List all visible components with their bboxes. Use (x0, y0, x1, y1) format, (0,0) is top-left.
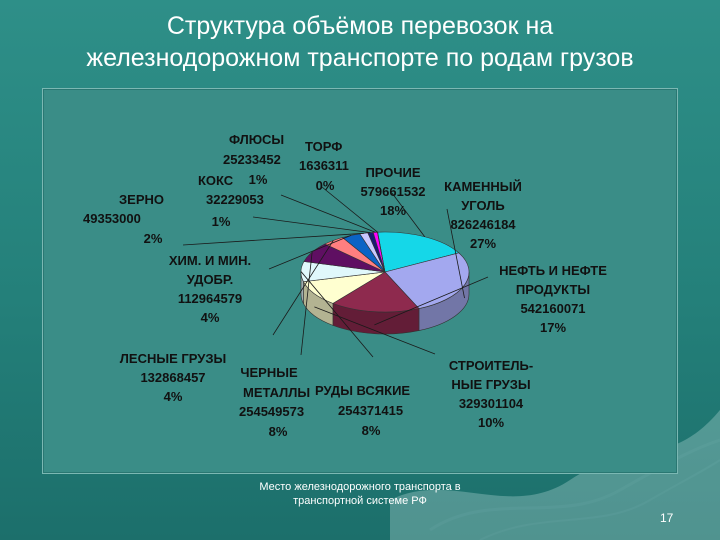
leader-line-4 (314, 306, 436, 355)
data-label-2: КАМЕННЫЙ УГОЛЬ 826246184 27% (444, 179, 522, 251)
pie-sides (300, 271, 470, 335)
leader-line-7 (272, 240, 334, 336)
data-label-line: ПРОДУКТЫ (516, 282, 590, 297)
leader-line-6 (300, 252, 313, 356)
data-label-line: 18% (380, 203, 406, 218)
leader-line-1 (391, 192, 426, 237)
data-label-line: 17% (540, 320, 566, 335)
footer-note: Место железнодорожного транспорта в тран… (259, 481, 461, 507)
data-label-10: КОКС 32229053 1% (198, 173, 264, 229)
data-label-line: 25233452 (223, 152, 281, 167)
data-label-line: 1636311 (299, 158, 349, 173)
data-label-line: 4% (164, 389, 183, 404)
data-label-line: 542160071 (520, 301, 585, 316)
leader-line-12 (321, 186, 378, 233)
data-label-line: ТОРФ (305, 139, 342, 154)
data-label-line: РУДЫ ВСЯКИЕ (315, 383, 410, 398)
data-label-line: 32229053 (206, 192, 264, 207)
data-label-line: КАМЕННЫЙ (444, 179, 522, 194)
leader-line-3 (374, 276, 489, 326)
pie-chart: ПРОЧИЕ 579661532 18% КАМЕННЫЙ УГОЛЬ 826246184… (83, 132, 607, 439)
data-label-line: ПРОЧИЕ (365, 165, 420, 180)
data-label-4: СТРОИТЕЛЬ- НЫЕ ГРУЗЫ 329301104 10% (449, 358, 533, 430)
data-label-3: НЕФТЬ И НЕФТЕ ПРОДУКТЫ 542160071 17% (499, 263, 607, 335)
leader-line-2 (446, 208, 465, 299)
data-label-line: 254549573 (239, 404, 304, 419)
leader-line-5 (300, 271, 374, 358)
pie-top (300, 231, 470, 313)
data-label-line: 132868457 (140, 370, 205, 385)
pie-slice-2 (384, 252, 470, 309)
data-label-line: КОКС (198, 173, 234, 188)
data-label-line: 826246184 (450, 217, 516, 232)
data-label-line: НЫЕ ГРУЗЫ (451, 377, 530, 392)
pie-labels: ПРОЧИЕ 579661532 18% КАМЕННЫЙ УГОЛЬ 826246184… (83, 132, 607, 439)
slide-title-line-2: железнодорожном транспорте по родам груз… (86, 44, 634, 72)
data-label-line: 4% (201, 310, 220, 325)
data-label-line: ЧЕРНЫЕ (240, 365, 298, 380)
data-label-line: ФЛЮСЫ (229, 132, 284, 147)
data-label-1: ПРОЧИЕ 579661532 18% (360, 165, 425, 218)
data-label-line: 254371415 (338, 403, 403, 418)
data-label-line: ЗЕРНО (119, 192, 164, 207)
data-label-line: 1% (212, 214, 231, 229)
chart-panel: ПРОЧИЕ 579661532 18% КАМЕННЫЙ УГОЛЬ 826246184… (42, 88, 678, 474)
data-label-line: 329301104 (459, 396, 524, 411)
data-label-line: 8% (362, 423, 381, 438)
data-label-line: 8% (269, 424, 288, 439)
pie-slice-3 (332, 271, 420, 313)
data-label-line: УГОЛЬ (461, 198, 505, 213)
page-number: 17 (660, 511, 674, 525)
data-label-line: МЕТАЛЛЫ (243, 385, 310, 400)
leader-line-9 (182, 232, 364, 246)
data-label-line: УДОБР. (187, 272, 233, 287)
data-label-6: ЧЕРНЫЕ МЕТАЛЛЫ 254549573 8% (239, 365, 310, 439)
data-label-line: НЕФТЬ И НЕФТЕ (499, 263, 607, 278)
leader-line-10 (252, 216, 371, 233)
data-label-line: 10% (478, 415, 504, 430)
leader-line-8 (268, 235, 352, 270)
data-label-line: ЛЕСНЫЕ ГРУЗЫ (120, 351, 226, 366)
data-label-line: 49353000 (83, 211, 141, 226)
data-label-line: 27% (470, 236, 496, 251)
data-label-11: ФЛЮСЫ 25233452 1% (223, 132, 284, 187)
data-label-line: 2% (144, 231, 163, 246)
data-label-line: 579661532 (360, 184, 425, 199)
data-label-5: РУДЫ ВСЯКИЕ 254371415 8% (315, 383, 410, 438)
data-label-line: 112964579 (178, 291, 242, 306)
data-label-line: ХИМ. И МИН. (169, 253, 251, 268)
slide-title: Структура объёмов перевозок на железнодо… (0, 10, 720, 74)
data-label-12: ТОРФ 1636311 0% (299, 139, 349, 193)
data-label-8: ХИМ. И МИН. УДОБР. 112964579 4% (169, 253, 251, 325)
data-label-line: 0% (316, 178, 335, 193)
data-label-line: СТРОИТЕЛЬ- (449, 358, 533, 373)
data-label-7: ЛЕСНЫЕ ГРУЗЫ 132868457 4% (120, 351, 226, 404)
leader-line-11 (280, 194, 376, 233)
slide-title-line-1: Структура объёмов перевозок на (166, 12, 554, 40)
pie-slice-1 (377, 231, 460, 273)
data-label-line: 1% (249, 172, 268, 187)
